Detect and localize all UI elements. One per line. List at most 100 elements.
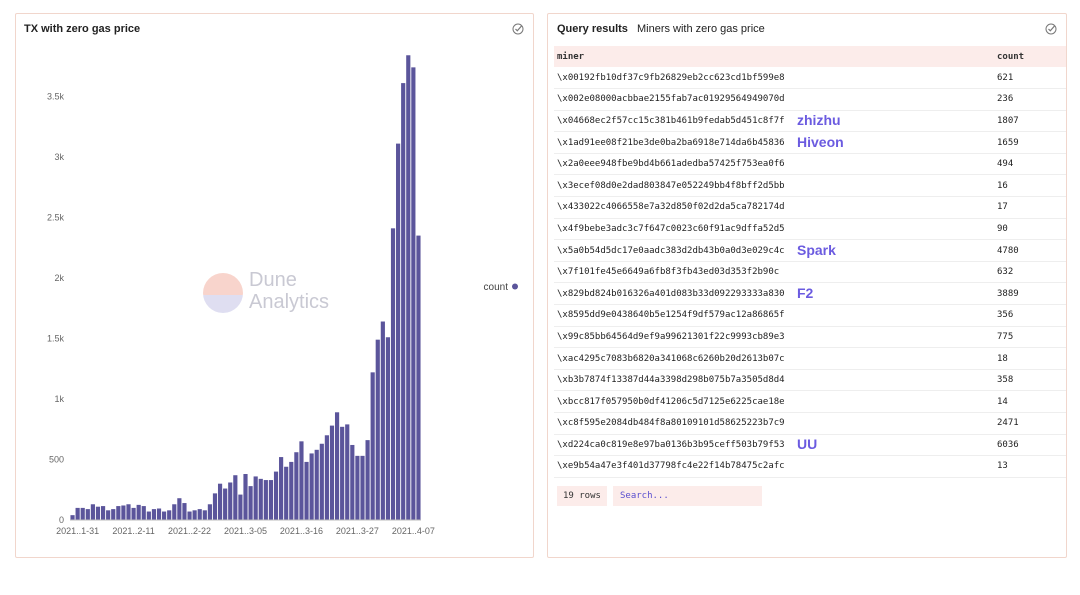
bar-chart: 0 500 1k 1.5k 2k 2.5k 3k 3.5k 2021..1-31 2021..2-… [47,55,518,536]
bar [273,471,279,520]
bar [207,504,212,520]
bar [411,67,416,520]
bar [406,55,411,521]
table-row[interactable]: \x829bd824b016326a401d083b33d092293333a8… [554,282,1066,306]
miner-cell: \xe9b54a47e3f401d37798fc4e22f14b78475c2a… [554,455,994,478]
table-row[interactable]: \xe9b54a47e3f401d37798fc4e22f14b78475c2a… [554,455,1066,478]
miner-cell: \x04668ec2f57cc15c381b461b9fedab5d451c8f… [554,110,994,133]
miner-annotation-label: zhizhu [797,112,841,129]
bar [416,235,421,521]
miner-cell: \x4f9bebe3adc3c7f647c0023c60f91ac9dffa52… [554,218,994,241]
miner-cell: \x829bd824b016326a401d083b33d092293333a8… [554,282,994,306]
bar [263,480,268,520]
miner-cell: \x002e08000acbbae2155fab7ac0192956494907… [554,88,994,111]
bar [319,443,324,520]
table-row[interactable]: \x8595dd9e0438640b5e1254f9df579ac12a8686… [554,304,1066,327]
bar [162,511,167,520]
y-tick-label: 2k [54,273,64,283]
bar [182,503,187,520]
table-row[interactable]: \x3ecef08d0e2dad803847e052249bb4f8bff2d5… [554,174,1066,198]
table-row[interactable]: \xc8f595e2084db484f8a80109101d58625223b7… [554,412,1066,435]
bar [299,441,304,520]
bar [268,480,274,520]
table-row[interactable]: \x7f101fe45e6649a6fb8f3fb43ed03d353f2b90… [554,261,1066,284]
bar [151,509,157,520]
table-row[interactable]: \x99c85bb64564d9ef9a99621301f22c9993cb89… [554,326,1066,349]
bar [106,510,111,520]
miner-cell: \xd224ca0c819e8e97ba0136b3b95ceff503b79f… [554,434,994,457]
column-header-miner[interactable]: miner [557,51,585,62]
bar [279,457,284,520]
bar [385,337,391,520]
count-cell: 494 [994,153,1066,176]
count-cell: 1807 [994,110,1066,133]
table-row[interactable]: \xbcc817f057950b0df41206c5d7125e6225cae1… [554,390,1066,413]
bar [380,321,385,520]
table-row[interactable]: \xb3b7874f13387d44a3398d298b075b7a3505d8… [554,369,1066,392]
bar [75,507,80,520]
count-cell: 632 [994,261,1066,284]
bar [167,510,172,520]
bar [126,504,131,520]
miner-cell: \x3ecef08d0e2dad803847e052249bb4f8bff2d5… [554,174,994,198]
x-tick-label: 2021..1-31 [56,526,99,536]
count-cell: 16 [994,174,1066,198]
query-results-panel: Query results Miners with zero gas price… [547,13,1067,558]
table-row[interactable]: \x04668ec2f57cc15c381b461b9fedab5d451c8f… [554,110,1066,133]
check-circle-icon[interactable] [512,23,524,35]
count-cell: 4780 [994,239,1066,262]
legend-label: count [484,282,509,293]
x-tick-label: 2021..3-05 [224,526,267,536]
count-cell: 775 [994,326,1066,349]
bar [350,444,355,520]
table-row[interactable]: \x4f9bebe3adc3c7f647c0023c60f91ac9dffa52… [554,218,1066,241]
bar [370,372,375,520]
bar [233,475,238,520]
table-row[interactable]: \x433022c4066558e7a32d850f02d2da5ca78217… [554,196,1066,219]
count-cell: 236 [994,88,1066,111]
bar [80,507,85,520]
table-row[interactable]: \x00192fb10df37c9fb26829eb2cc623cd1bf599… [554,67,1066,90]
bar [136,504,141,520]
bar [85,509,90,520]
column-header-count[interactable]: count [997,51,1025,62]
row-count-badge: 19 rows [557,486,607,506]
miner-cell: \x7f101fe45e6649a6fb8f3fb43ed03d353f2b90… [554,261,994,284]
table-row[interactable]: \x1ad91ee08f21be3de0ba2ba6918e714da6b458… [554,131,1066,154]
bar [345,424,350,520]
table-row[interactable]: \x002e08000acbbae2155fab7ac0192956494907… [554,88,1066,111]
bar [172,504,177,520]
count-cell: 356 [994,304,1066,327]
search-input[interactable] [613,486,762,506]
count-cell: 3889 [994,282,1066,306]
legend-marker[interactable] [512,283,518,290]
y-tick-label: 0 [59,515,64,525]
bar [248,486,253,520]
bar [243,474,248,520]
bar [375,339,380,520]
table-row[interactable]: \xd224ca0c819e8e97ba0136b3b95ceff503b79f… [554,434,1066,457]
bar [390,228,396,521]
table-body: \x00192fb10df37c9fb26829eb2cc623cd1bf599… [554,67,1066,478]
check-circle-icon[interactable] [1045,23,1057,35]
bar [121,505,126,520]
x-tick-label: 2021..2-11 [112,526,154,536]
count-cell: 621 [994,67,1066,90]
x-tick-label: 2021..3-27 [336,526,379,536]
bar [212,493,218,520]
table-row[interactable]: \x2a0eee948fbe9bd4b661adedba57425f753ea0… [554,153,1066,176]
miner-annotation-label: Spark [797,241,836,258]
bar [284,466,289,520]
table-row[interactable]: \xac4295c7083b6820a341068c6260b20d2613b0… [554,347,1066,370]
bar [192,510,197,520]
miner-annotation-label: F2 [797,285,814,301]
chart-title: TX with zero gas price [24,23,141,35]
count-cell: 17 [994,196,1066,219]
bar [177,498,182,520]
table-header-row: miner count [554,46,1066,67]
miner-cell: \xc8f595e2084db484f8a80109101d58625223b7… [554,412,994,435]
miner-annotation-label: Hiveon [797,133,844,150]
results-table: miner count \x00192fb10df37c9fb26829eb2c… [554,46,1066,478]
table-row[interactable]: \x5a0b54d5dc17e0aadc383d2db43b0a0d3e029c… [554,239,1066,262]
results-table-wrapper: miner count \x00192fb10df37c9fb26829eb2c… [554,46,1066,478]
